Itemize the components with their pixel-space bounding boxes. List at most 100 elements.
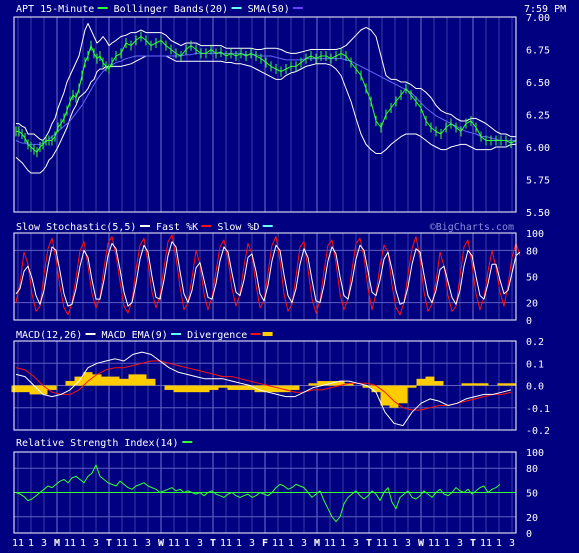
x-tick-label: 1 <box>236 538 242 549</box>
x-tick-label: 11 <box>168 538 180 549</box>
divergence-bar <box>398 385 408 404</box>
legend-label-stochastic: Slow %D <box>217 222 259 233</box>
panel-frame-rsi <box>13 451 517 534</box>
x-tick-label: 1 <box>288 538 294 549</box>
x-tick-label: 3 <box>457 538 463 549</box>
divergence-bar <box>236 385 246 390</box>
y-tick-label-stochastic: 100 <box>526 229 544 240</box>
divergence-bar <box>227 385 237 390</box>
x-tick-label: 11 <box>480 538 492 549</box>
y-tick-label-price: 6.25 <box>526 111 550 122</box>
y-tick-label-price: 6.50 <box>526 78 550 89</box>
legend-label-price: Bollinger Bands(20) <box>114 4 228 15</box>
divergence-bar <box>263 385 273 393</box>
macd-line <box>15 351 512 427</box>
x-tick-label: 1 <box>132 538 138 549</box>
y-tick-label-price: 5.50 <box>526 208 550 219</box>
divergence-bar <box>506 383 516 386</box>
watermark: ©BigCharts.com <box>430 222 514 233</box>
divergence-bar <box>20 385 30 393</box>
divergence-bar <box>218 385 228 388</box>
divergence-bar <box>65 381 75 386</box>
divergence-bar <box>317 381 327 386</box>
macd-ema-line <box>15 360 512 411</box>
divergence-bar <box>101 376 111 386</box>
divergence-bar <box>128 374 138 386</box>
divergence-bar <box>497 383 507 386</box>
x-tick-label: M <box>54 538 60 549</box>
x-tick-label: 11 <box>376 538 388 549</box>
x-tick-label: 11 <box>64 538 76 549</box>
sma-line <box>15 52 516 145</box>
legend-label-price: APT 15-Minute <box>16 4 94 15</box>
divergence-bar <box>191 385 201 393</box>
x-tick-label: 11 <box>272 538 284 549</box>
legend-label-macd: Divergence <box>187 330 247 341</box>
y-tick-label-price: 6.00 <box>526 143 550 154</box>
x-tick-label: 11 <box>116 538 128 549</box>
bollinger-upper-line <box>16 23 516 141</box>
divergence-bar <box>38 385 48 395</box>
y-tick-label-macd: 0.1 <box>526 359 544 370</box>
divergence-bar <box>380 385 390 406</box>
divergence-bar <box>254 385 264 393</box>
legend-label-macd: MACD EMA(9) <box>102 330 168 341</box>
divergence-bar <box>470 383 480 386</box>
x-tick-label: 11 <box>324 538 336 549</box>
x-tick-label: 1 <box>444 538 450 549</box>
divergence-bar <box>209 385 219 390</box>
y-tick-label-stochastic: 50 <box>526 273 538 284</box>
y-tick-label-rsi: 100 <box>526 448 544 459</box>
bollinger-lower-line <box>15 55 516 174</box>
x-tick-label: 3 <box>249 538 255 549</box>
divergence-bar <box>173 385 183 393</box>
y-tick-label-macd: -0.2 <box>526 426 550 437</box>
divergence-bar <box>245 385 255 390</box>
divergence-bar <box>371 385 381 393</box>
divergence-bar <box>407 385 417 388</box>
divergence-bar <box>416 378 426 386</box>
divergence-bar <box>11 385 21 393</box>
x-tick-label: 3 <box>509 538 515 549</box>
y-tick-label-price: 7.00 <box>526 13 550 24</box>
x-tick-label: W <box>418 538 425 549</box>
x-tick-label: W <box>158 538 165 549</box>
y-tick-label-rsi: 20 <box>526 513 538 524</box>
y-tick-label-stochastic: 20 <box>526 299 538 310</box>
x-tick-label: 3 <box>301 538 307 549</box>
y-tick-label-macd: 0.0 <box>526 382 544 393</box>
divergence-bar <box>335 381 345 386</box>
slow-d-line <box>15 241 521 307</box>
x-tick-label: 11 <box>220 538 232 549</box>
divergence-bar <box>479 383 489 386</box>
x-tick-label: 3 <box>145 538 151 549</box>
divergence-bar <box>461 383 471 386</box>
y-tick-label-rsi: 0 <box>526 529 532 540</box>
divergence-bar <box>92 374 102 386</box>
divergence-bar <box>164 385 174 390</box>
divergence-bar <box>29 385 39 395</box>
panel-frame-price <box>13 16 517 213</box>
x-tick-label: 1 <box>184 538 190 549</box>
divergence-bar <box>344 383 354 386</box>
x-tick-label: 11 <box>428 538 440 549</box>
timestamp: 7:59 PM <box>524 4 566 15</box>
y-tick-label-rsi: 80 <box>526 464 538 475</box>
divergence-bar <box>83 372 93 386</box>
x-tick-label: T <box>210 538 216 549</box>
x-tick-label: 11 <box>12 538 24 549</box>
divergence-bar <box>308 383 318 386</box>
x-tick-label: 3 <box>197 538 203 549</box>
x-tick-label: T <box>366 538 372 549</box>
divergence-bar <box>389 385 399 408</box>
x-tick-label: 3 <box>405 538 411 549</box>
x-tick-label: 3 <box>93 538 99 549</box>
divergence-bar <box>434 381 444 386</box>
x-tick-label: 1 <box>80 538 86 549</box>
divergence-bar <box>110 376 120 386</box>
panel-frame-macd <box>13 340 517 431</box>
divergence-bar <box>119 378 129 386</box>
